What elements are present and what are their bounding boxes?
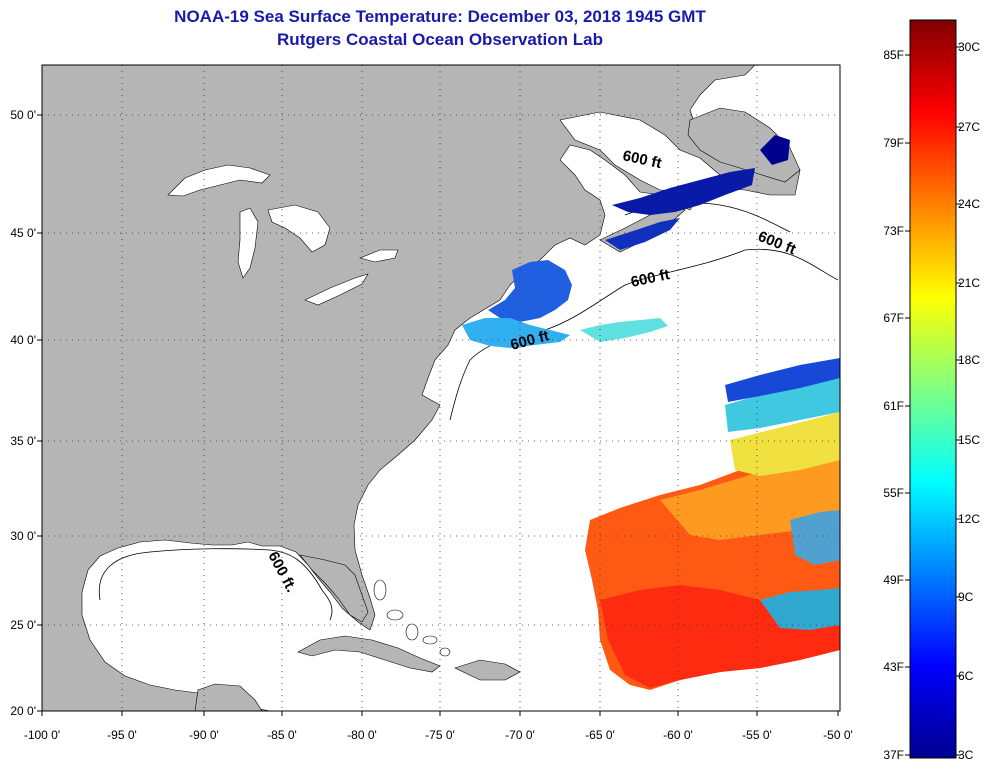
lon-tick-label: -50 0' (823, 728, 853, 742)
c-tick-label: 18C (958, 353, 980, 367)
lat-tick-label: 25 0' (10, 618, 36, 632)
f-tick-label: 43F (883, 660, 904, 674)
lon-tick-label: -75 0' (425, 728, 455, 742)
lon-tick-label: -95 0' (107, 728, 137, 742)
c-tick-label: 9C (958, 590, 974, 604)
colorbar-scale (909, 19, 957, 759)
sst-shelf-warm-edge (580, 318, 668, 342)
sst-blue-north-edge (725, 358, 840, 402)
lat-tick-label: 40 0' (10, 333, 36, 347)
f-tick-label: 85F (883, 48, 904, 62)
c-tick-label: 15C (958, 433, 980, 447)
sst-georges-bank (462, 318, 570, 348)
c-tick-label: 3C (958, 748, 974, 762)
lake-michigan (237, 207, 259, 279)
map-frame (41, 64, 841, 712)
latitude-axis: 50 0' 45 0' 40 0' 35 0' 30 0' 25 0' 20 0' (10, 108, 42, 718)
yucatan (194, 683, 263, 711)
c-tick-label: 27C (958, 120, 980, 134)
map-title: NOAA-19 Sea Surface Temperature: Decembe… (174, 7, 706, 26)
lake-superior (167, 164, 271, 197)
sst-cyan-band (725, 375, 840, 432)
c-tick-label: 12C (958, 512, 980, 526)
florida-peninsula (299, 554, 369, 623)
c-tick-label: 24C (958, 197, 980, 211)
f-tick-label: 79F (883, 136, 904, 150)
lat-tick-label: 30 0' (10, 529, 36, 543)
lon-tick-label: -100 0' (24, 728, 60, 742)
sst-cold-patch-newfoundland (760, 135, 790, 165)
lake-erie (304, 273, 369, 306)
lake-ontario (359, 249, 399, 263)
f-tick-label: 73F (883, 224, 904, 238)
c-tick-label: 6C (958, 669, 974, 683)
lon-tick-label: -55 0' (742, 728, 772, 742)
f-tick-label: 49F (883, 573, 904, 587)
sst-teal-patch-south (760, 588, 840, 630)
sst-map: 600 ft 600 ft 600 ft 600 ft 600 ft. 50 0… (10, 64, 853, 742)
lon-tick-label: -70 0' (505, 728, 535, 742)
lon-tick-label: -60 0' (663, 728, 693, 742)
c-tick-label: 21C (958, 276, 980, 290)
cuba (297, 635, 441, 673)
lon-tick-label: -65 0' (585, 728, 615, 742)
sst-yellow-band (730, 412, 840, 476)
lat-tick-label: 45 0' (10, 226, 36, 240)
sst-teal-patch-east (790, 510, 840, 565)
lon-tick-label: -90 0' (189, 728, 219, 742)
graticule (42, 65, 840, 711)
f-tick-label: 67F (883, 311, 904, 325)
sst-cold-patch-scotian (605, 218, 680, 250)
lon-tick-label: -80 0' (347, 728, 377, 742)
sst-orange-mid (660, 448, 840, 540)
f-tick-label: 61F (883, 399, 904, 413)
lon-tick-label: -85 0' (267, 728, 297, 742)
f-tick-label: 37F (883, 748, 904, 762)
lat-tick-label: 35 0' (10, 434, 36, 448)
longitude-axis: -100 0' -95 0' -90 0' -85 0' -80 0' -75 0' -70… (24, 711, 853, 742)
sst-gulf-of-maine (488, 260, 572, 322)
lake-huron (267, 204, 331, 253)
celsius-labels: 30C 27C 24C 21C 18C 15C 12C 9C 6C 3C (956, 40, 980, 762)
f-tick-label: 55F (883, 486, 904, 500)
map-subtitle: Rutgers Coastal Ocean Observation Lab (277, 30, 603, 49)
lat-tick-label: 20 0' (10, 704, 36, 718)
lat-tick-label: 50 0' (10, 108, 36, 122)
bahamas (373, 579, 451, 657)
fahrenheit-labels: 85F 79F 73F 67F 61F 55F 49F 43F 37F (883, 48, 910, 762)
sst-cold-patch-gulf-stlawrence (612, 168, 755, 215)
c-tick-label: 30C (958, 40, 980, 54)
